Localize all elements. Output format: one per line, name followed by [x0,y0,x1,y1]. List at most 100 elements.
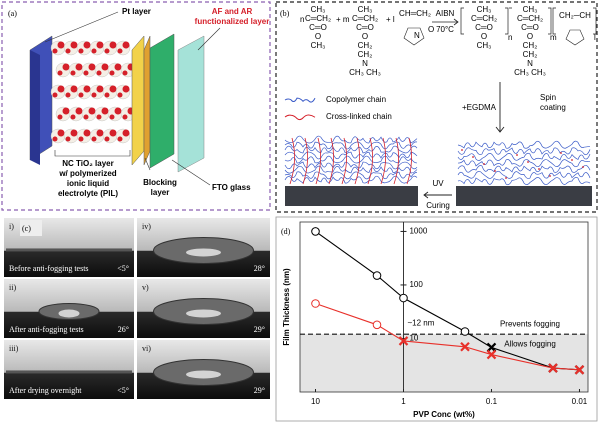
formula: l [594,33,596,42]
brackets [460,7,597,35]
formula: N [362,59,368,68]
copolymer-chain [457,152,591,161]
dye [117,48,123,54]
contact-angle: 29° [254,386,265,395]
marker [486,342,497,353]
monomer-dot [582,166,584,168]
image-index: i) [9,222,14,231]
crosslink [354,137,360,185]
formula: C═CH₂ [471,14,497,23]
formula: CH₃ CH₃ [349,68,381,77]
formula: CH₂ [358,50,373,59]
dye [88,107,96,115]
leader [171,159,211,186]
panel-a-border [1,1,271,211]
blocking-layer [131,35,145,166]
formula: CH₂─CH [559,11,591,20]
substrate [285,186,418,206]
formula: + m [336,15,350,24]
dye [109,114,115,120]
dye [104,48,110,54]
fto-glass [149,33,175,169]
formula: O [315,32,321,41]
region-label: Allows fogging [504,339,556,348]
dye [52,136,58,142]
dye [114,107,122,115]
dye [57,129,65,137]
dye [109,85,117,93]
formula: N [414,31,420,40]
formula: C═O [356,23,374,32]
monomer-dot [483,163,485,165]
formula: CH₃ CH₃ [514,68,546,77]
dye [91,136,97,142]
crosslink [341,137,347,185]
marker [460,327,470,336]
highlight [58,309,80,318]
marker [311,299,320,308]
label: Cross-linked chain [326,112,392,121]
panel-label: (d) [281,227,291,236]
highlight [186,309,221,318]
panel-label: (c) [22,224,31,233]
dye [101,63,109,71]
region-label: Prevents fogging [500,319,560,328]
label: NC TiO₂ layer [62,159,113,168]
threshold-label: ~12 nm [407,318,434,327]
copolymer-chain [284,165,418,174]
pt-front [30,50,40,165]
dye [70,114,76,120]
copolymer-chain [457,177,591,186]
dye [96,114,102,120]
dye [52,92,58,98]
dye [96,41,104,49]
y-tick-label: 10 [409,334,418,343]
marker [574,365,585,375]
label: layer [151,188,170,197]
dye [70,70,76,76]
label: w/ polymerized [58,169,116,178]
dye [122,114,128,120]
label: UV [432,179,444,188]
marker [398,336,409,346]
af-ar-layer [177,35,205,173]
marker [548,363,558,373]
dye [122,129,130,137]
crosslink [367,137,373,185]
dye [122,70,128,76]
crosslink [328,137,334,185]
image-index: iii) [9,344,19,353]
dye [122,85,130,93]
formula: CH₂ [358,41,373,50]
dye [122,41,130,49]
formula: C═O [309,23,327,32]
blocking-layer [143,35,151,166]
copolymer-chain [457,140,591,149]
dye [62,63,70,71]
crosslink [393,137,399,185]
formula: O [428,25,434,34]
formula: O [527,32,533,41]
monomer-dot [516,154,518,156]
caption: After drying overnight [9,386,82,395]
dye [65,136,71,142]
dye [88,63,96,71]
dye [83,129,91,137]
fogging-region [300,334,588,392]
arrow [495,82,505,133]
dye [65,92,71,98]
plot-frame [299,221,589,393]
dye [109,70,115,76]
label: Spin [540,93,556,102]
image-index: iv) [142,222,151,231]
arrow [423,191,452,199]
droplet-flat [6,370,132,374]
dye [70,129,78,137]
label: Blocking [143,178,177,187]
dye [57,114,63,120]
dye [52,48,58,54]
caption: After anti-fogging tests [9,325,84,334]
dye [96,85,104,93]
monomer-dot [538,168,540,170]
